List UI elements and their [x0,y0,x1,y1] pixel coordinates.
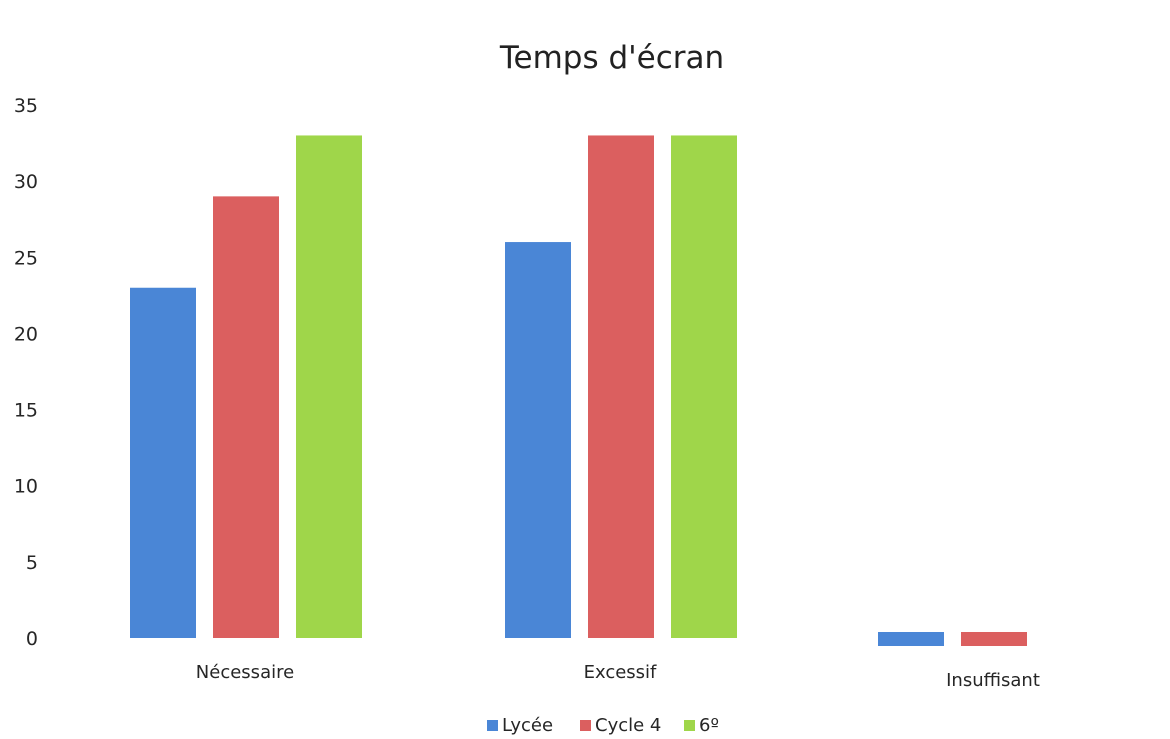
y-tick-label: 35 [14,95,38,117]
y-tick-label: 20 [14,323,38,345]
bar-6º-excessif [671,135,737,638]
legend-label: Lycée [502,715,553,736]
bar-6º-nécessaire [296,135,362,638]
bar-cycle-4-insuffisant [961,632,1027,646]
bar-lycée-nécessaire [130,287,196,638]
category-labels: Nécessaire Excessif Insuffisant [196,662,1040,691]
y-axis-ticks: 0 5 10 15 20 25 30 35 [14,95,38,650]
legend-swatch [684,720,695,731]
legend-swatch [487,720,498,731]
y-tick-label: 30 [14,171,38,193]
chart-title: Temps d'écran [499,40,724,76]
y-tick-label: 25 [14,247,38,269]
bar-lycée-insuffisant [878,632,944,646]
category-label: Insuffisant [946,670,1040,691]
category-label: Excessif [584,662,657,683]
bar-lycée-excessif [505,242,571,639]
bars [130,135,1027,646]
category-label: Nécessaire [196,662,294,683]
y-tick-label: 0 [26,628,38,650]
legend: Lycée Cycle 4 6º [487,715,719,736]
legend-label: Cycle 4 [595,715,661,736]
legend-swatch [580,720,591,731]
y-tick-label: 15 [14,400,38,422]
legend-label: 6º [699,715,719,736]
bar-cycle-4-nécessaire [213,196,279,638]
y-tick-label: 5 [26,552,38,574]
bar-cycle-4-excessif [588,135,654,638]
y-tick-label: 10 [14,476,38,498]
